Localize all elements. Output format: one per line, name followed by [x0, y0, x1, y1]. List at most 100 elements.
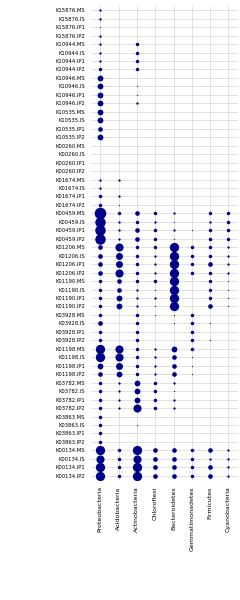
Point [135, 234, 139, 244]
Point [172, 454, 175, 464]
Point [98, 386, 102, 396]
Point [227, 209, 230, 218]
Point [117, 386, 120, 396]
Point [153, 285, 157, 295]
Point [208, 251, 212, 260]
Point [135, 39, 139, 49]
Point [135, 378, 139, 388]
Point [172, 251, 175, 260]
Point [172, 268, 175, 277]
Point [98, 217, 102, 227]
Point [98, 302, 102, 311]
Point [117, 285, 120, 295]
Point [98, 133, 102, 142]
Point [208, 276, 212, 286]
Point [190, 259, 194, 269]
Point [135, 65, 139, 74]
Point [98, 65, 102, 74]
Point [153, 234, 157, 244]
Point [135, 226, 139, 235]
Point [227, 268, 230, 277]
Point [117, 293, 120, 303]
Point [135, 217, 139, 227]
Point [98, 276, 102, 286]
Point [98, 463, 102, 472]
Point [117, 471, 120, 481]
Point [135, 276, 139, 286]
Point [172, 242, 175, 252]
Point [135, 471, 139, 481]
Point [153, 259, 157, 269]
Point [135, 454, 139, 464]
Point [208, 463, 212, 472]
Point [153, 293, 157, 303]
Point [98, 5, 102, 15]
Point [98, 209, 102, 218]
Point [153, 370, 157, 379]
Point [117, 403, 120, 413]
Point [227, 446, 230, 455]
Point [98, 251, 102, 260]
Point [98, 14, 102, 23]
Point [190, 268, 194, 277]
Point [135, 302, 139, 311]
Point [135, 386, 139, 396]
Point [135, 327, 139, 337]
Point [227, 463, 230, 472]
Point [190, 242, 194, 252]
Point [190, 361, 194, 371]
Point [190, 310, 194, 320]
Point [98, 285, 102, 295]
Point [227, 302, 230, 311]
Point [190, 335, 194, 345]
Point [172, 344, 175, 353]
Point [98, 31, 102, 40]
Point [172, 386, 175, 396]
Point [153, 226, 157, 235]
Point [135, 420, 139, 430]
Point [153, 242, 157, 252]
Point [117, 361, 120, 371]
Point [172, 395, 175, 404]
Point [153, 209, 157, 218]
Point [135, 344, 139, 353]
Point [98, 242, 102, 252]
Point [227, 259, 230, 269]
Point [172, 370, 175, 379]
Point [135, 319, 139, 328]
Point [190, 471, 194, 481]
Point [208, 285, 212, 295]
Point [135, 293, 139, 303]
Point [153, 378, 157, 388]
Point [153, 463, 157, 472]
Point [135, 463, 139, 472]
Point [227, 276, 230, 286]
Point [98, 82, 102, 91]
Point [98, 115, 102, 125]
Point [117, 302, 120, 311]
Point [117, 200, 120, 210]
Point [117, 268, 120, 277]
Point [172, 471, 175, 481]
Point [135, 209, 139, 218]
Point [190, 319, 194, 328]
Point [190, 344, 194, 353]
Point [98, 335, 102, 345]
Point [98, 73, 102, 83]
Point [190, 463, 194, 472]
Point [98, 175, 102, 184]
Point [98, 352, 102, 362]
Point [153, 217, 157, 227]
Point [208, 293, 212, 303]
Point [227, 471, 230, 481]
Point [117, 378, 120, 388]
Point [117, 446, 120, 455]
Point [153, 302, 157, 311]
Point [117, 175, 120, 184]
Point [153, 276, 157, 286]
Point [117, 242, 120, 252]
Point [98, 395, 102, 404]
Point [190, 327, 194, 337]
Point [117, 217, 120, 227]
Point [208, 335, 212, 345]
